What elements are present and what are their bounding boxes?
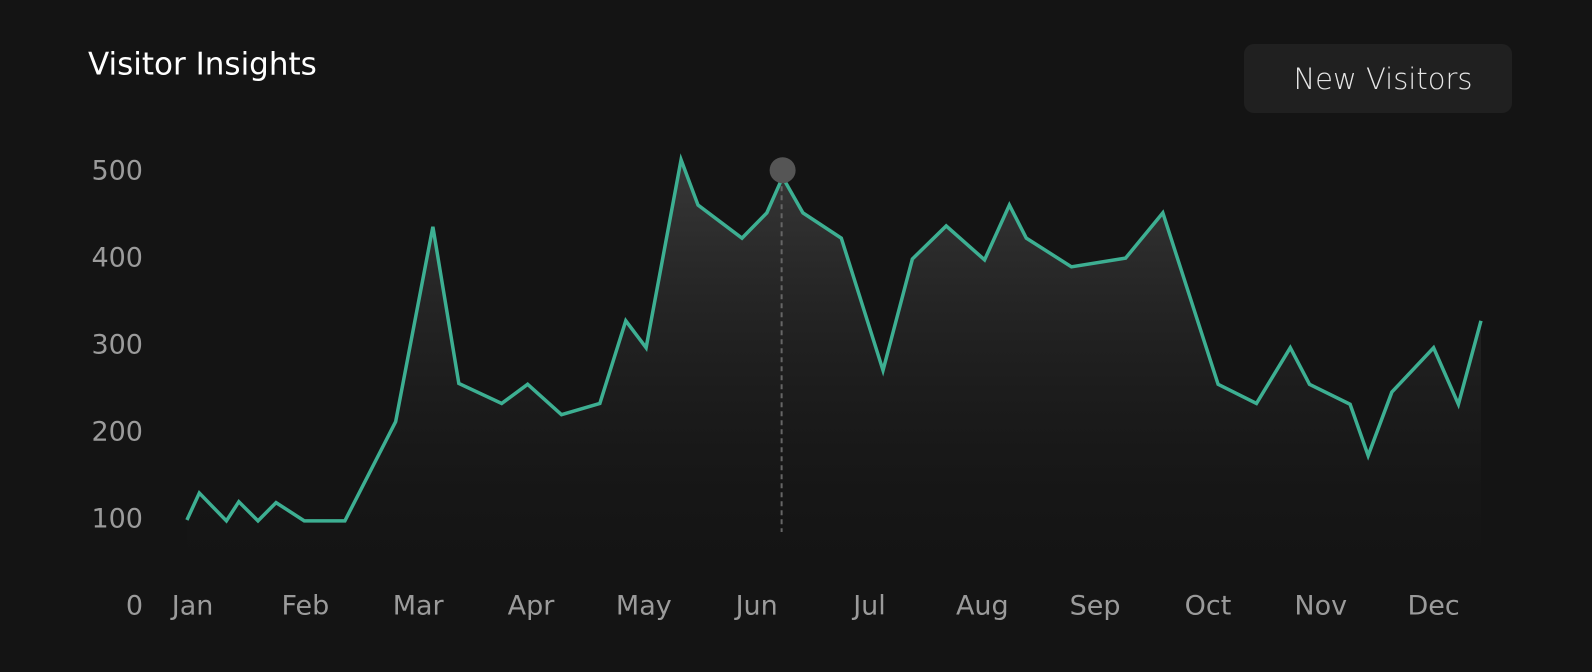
chart-title: Visitor Insights — [88, 47, 317, 83]
legend-label[interactable]: New Visitors — [1293, 62, 1472, 96]
area — [186, 159, 1481, 602]
y-tick-label: 400 — [91, 243, 143, 274]
y-tick-label: 100 — [91, 504, 143, 535]
y-tick-label: 300 — [91, 330, 143, 361]
y-tick-label: 0 — [126, 591, 143, 622]
y-tick-label: 500 — [91, 156, 143, 187]
legend-button[interactable] — [1244, 44, 1512, 113]
y-tick-label: 200 — [91, 417, 143, 448]
hover-point — [769, 157, 796, 184]
